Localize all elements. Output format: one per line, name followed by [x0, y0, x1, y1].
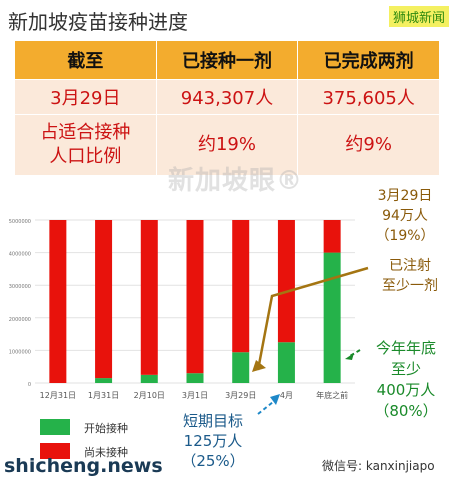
- table-cell: 占适合接种 人口比例: [14, 114, 157, 176]
- table-row: 占适合接种 人口比例 约19% 约9%: [14, 114, 440, 176]
- table-cell: 3月29日: [14, 79, 157, 115]
- x-tick-label: 3月29日: [225, 391, 256, 400]
- x-tick-label: 2月10日: [134, 391, 165, 400]
- table-header-cell: 已完成两剂: [297, 40, 440, 80]
- arrow-march29: [256, 266, 369, 371]
- table-cell: 约9%: [297, 114, 440, 176]
- table-row: 3月29日 943,307人 375,605人: [14, 79, 440, 115]
- table-cell: 375,605人: [297, 79, 440, 115]
- annotation-at-least-one-dose: 已注射 至少一剂: [382, 258, 438, 294]
- bar-segment: [277, 342, 295, 383]
- brand-logo: 狮城新闻: [388, 6, 449, 27]
- arrowhead-year-end: [345, 353, 354, 360]
- bar-segment: [186, 373, 204, 383]
- watermark: 新加坡眼®: [168, 166, 304, 196]
- table-header-row: 截至 已接种一剂 已完成两剂: [14, 40, 440, 80]
- bar-segment: [49, 220, 67, 383]
- table-cell: 943,307人: [155, 79, 299, 115]
- x-tick-label: 1月31日: [88, 391, 119, 400]
- x-tick-label: 3月1日: [182, 391, 208, 400]
- y-tick-label: 3000000: [9, 284, 31, 290]
- vaccination-table: 截至 已接种一剂 已完成两剂 3月29日 943,307人 375,605人 占…: [14, 40, 440, 176]
- bar-segment: [186, 220, 204, 374]
- page-title: 新加坡疫苗接种进度: [8, 10, 188, 34]
- y-tick-label: 4000000: [9, 252, 31, 258]
- annotation-year-end-target: 今年年底 至少 400万人 （80%）: [374, 339, 438, 420]
- y-tick-label: 5000000: [9, 219, 31, 225]
- bar-segment: [95, 378, 113, 383]
- legend-label: 尚未接种: [84, 446, 128, 459]
- bar-segment: [323, 252, 341, 383]
- wechat-id: 微信号: kanxinjiapo: [322, 459, 435, 473]
- x-tick-label: 4月: [280, 391, 293, 400]
- legend-swatch-green: [40, 419, 70, 435]
- bar-segment: [95, 220, 113, 379]
- bar-segment: [323, 220, 341, 253]
- legend-swatch-red: [40, 443, 70, 459]
- bar-segment: [140, 374, 158, 383]
- x-tick-label: 年底之前: [316, 390, 348, 400]
- table-header-cell: 已接种一剂: [155, 40, 299, 80]
- y-tick-label: 2000000: [9, 317, 31, 323]
- x-tick-label: 12月31日: [40, 391, 76, 400]
- bar-segment: [140, 220, 158, 375]
- arrowhead-march29: [252, 360, 266, 372]
- bar-segment: [232, 220, 250, 353]
- annotation-march29: 3月29日 94万人 （19%）: [375, 188, 435, 244]
- bar-segment: [232, 352, 250, 383]
- y-tick-label: 1000000: [9, 349, 31, 355]
- annotation-short-term-target: 短期目标 125万人 （25%）: [181, 412, 245, 470]
- bar-segment: [277, 220, 295, 343]
- arrowhead-short-term: [270, 394, 280, 405]
- site-url: shicheng.news: [4, 455, 163, 477]
- legend-label: 开始接种: [84, 422, 128, 435]
- y-tick-label: 0: [28, 382, 31, 388]
